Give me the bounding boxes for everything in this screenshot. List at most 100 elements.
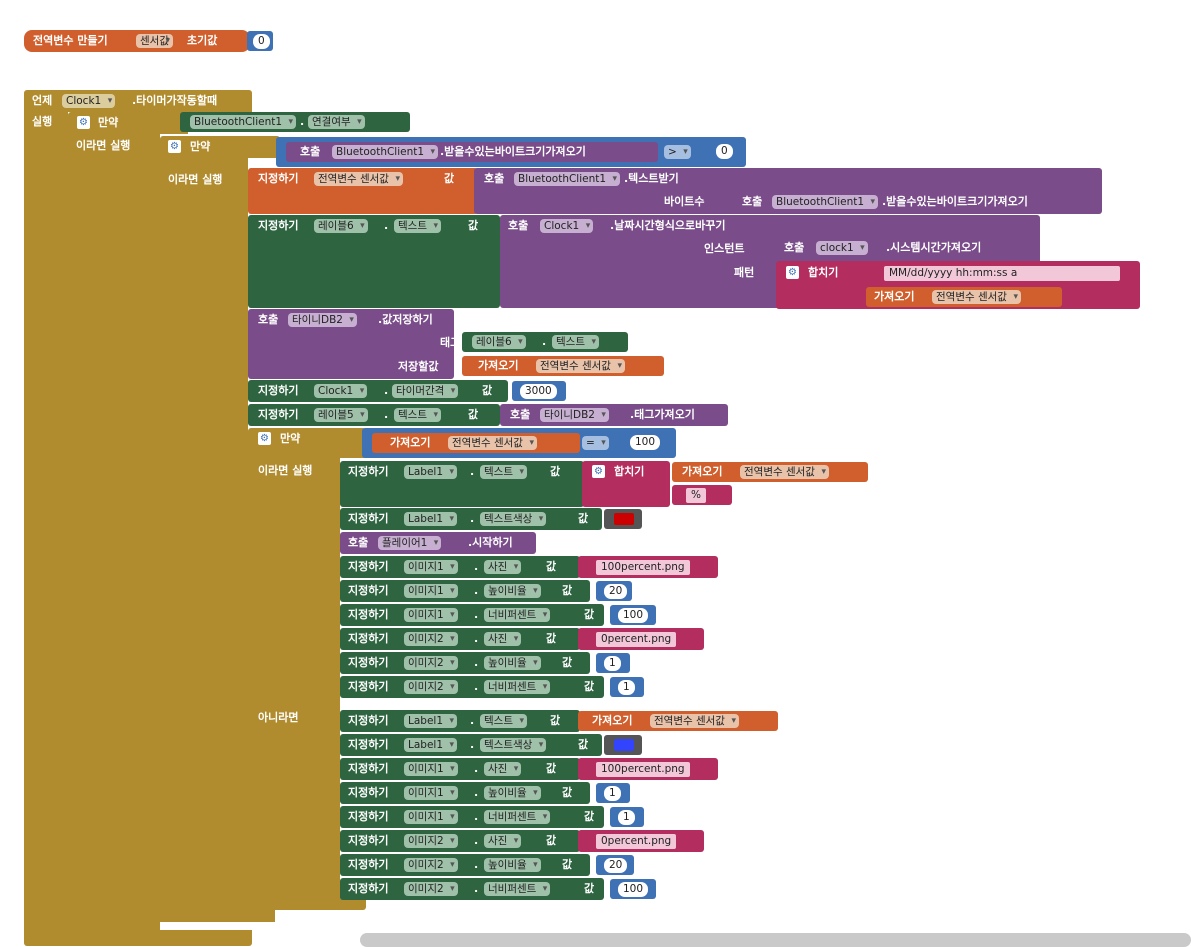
compare-number[interactable]: 100 [630,435,661,450]
compare-op-dropdown[interactable]: > [664,145,691,159]
number-block[interactable]: 1 [610,807,644,827]
image-filename-string[interactable]: 0percent.png [596,632,677,647]
join-block[interactable]: ⚙ 합치기 % [582,461,706,507]
receive-text-call[interactable]: 호출 BluetoothClient1 .텍스트받기 바이트수 호출 Bluet… [474,168,1102,214]
global-var-dropdown[interactable]: 전역변수 센서값 [448,436,537,450]
number-value[interactable]: 20 [604,858,628,873]
text-color-prop-dropdown[interactable]: 텍스트색상 [480,512,547,526]
tinydb-dropdown[interactable]: 타이니DB2 [540,408,609,422]
compare-percent-block[interactable]: 가져오기 전역변수 센서값 = 100 [362,428,676,458]
text-prop-dropdown[interactable]: 텍스트 [394,219,441,233]
bt-component-dropdown[interactable]: BluetoothClient1 [514,172,621,186]
interval-number[interactable]: 3000 [520,384,557,399]
player-start-call[interactable]: 호출 플레이어1 .시작하기 [340,532,536,554]
set-image2-width-block[interactable]: 지정하기 이미지2 . 너비퍼센트 값 [340,676,604,698]
bt-component-dropdown[interactable]: BluetoothClient1 [190,115,297,129]
color-red-block[interactable] [604,509,642,529]
number-block[interactable]: 20 [596,581,632,601]
set-label6-text-block[interactable]: 지정하기 레이블6 . 텍스트 값 [248,215,500,308]
get-global-block[interactable]: 가져오기 전역변수 센서값 [462,356,664,376]
string-block[interactable]: 100percent.png [578,758,718,780]
number-block[interactable]: 20 [596,855,634,875]
get-global-block[interactable]: 가져오기 전역변수 센서값 [578,711,778,731]
label1-dropdown[interactable]: Label1 [404,714,458,728]
global-name-field[interactable]: 센서값 [136,34,173,48]
init-number-block[interactable]: 0 [247,31,273,51]
set-image2-width-block[interactable]: 지정하기 이미지2 . 너비퍼센트 값 [340,878,604,900]
width-percent-prop-dropdown[interactable]: 너비퍼센트 [484,680,551,694]
compare-bytes-block[interactable]: 호출 BluetoothClient1 .받을수있는바이트크기가져오기 > 0 [276,137,746,167]
bt-component-dropdown[interactable]: BluetoothClient1 [772,195,879,209]
mutator-gear-icon[interactable]: ⚙ [168,140,181,153]
picture-prop-dropdown[interactable]: 사진 [484,560,522,574]
text-prop-dropdown[interactable]: 텍스트 [480,465,527,479]
percent-string-block[interactable]: % [672,485,732,505]
get-global-block[interactable]: 가져오기 전역변수 센서값 [672,462,868,482]
image2-dropdown[interactable]: 이미지2 [404,834,458,848]
global-var-dropdown[interactable]: 전역변수 센서값 [536,359,625,373]
image2-dropdown[interactable]: 이미지2 [404,858,458,872]
set-timer-interval-block[interactable]: 지정하기 Clock1 . 타이머간격 값 [248,380,508,402]
label1-dropdown[interactable]: Label1 [404,512,458,526]
global-var-dropdown[interactable]: 전역변수 센서값 [314,172,403,186]
global-var-dropdown[interactable]: 전역변수 센서값 [740,465,829,479]
if-connected-block[interactable]: ⚙ 만약 [68,112,188,134]
image2-dropdown[interactable]: 이미지2 [404,656,458,670]
label5-dropdown[interactable]: 레이블5 [314,408,368,422]
mutator-gear-icon[interactable]: ⚙ [786,266,799,279]
tinydb-dropdown[interactable]: 타이니DB2 [288,313,357,327]
set-image1-width-block[interactable]: 지정하기 이미지1 . 너비퍼센트 값 [340,604,604,626]
string-block[interactable]: 0percent.png [578,830,704,852]
set-label1-color-block[interactable]: 지정하기 Label1 . 텍스트색상 값 [340,734,602,756]
set-image2-height-block[interactable]: 지정하기 이미지2 . 높이비율 값 [340,652,590,674]
clock-component-dropdown[interactable]: clock1 [816,241,868,255]
timer-event-block[interactable]: 언제 Clock1 .타이머가작동할때 [24,90,252,112]
number-value[interactable]: 1 [618,680,635,695]
image-filename-string[interactable]: 0percent.png [596,834,677,849]
image1-dropdown[interactable]: 이미지1 [404,584,458,598]
pattern-string[interactable]: MM/dd/yyyy hh:mm:ss a [884,266,1120,281]
join-block[interactable]: ⚙ 합치기 MM/dd/yyyy hh:mm:ss a [776,261,1140,309]
number-value[interactable]: 20 [604,584,628,599]
image-filename-string[interactable]: 100percent.png [596,560,690,575]
image1-dropdown[interactable]: 이미지1 [404,608,458,622]
label6-dropdown[interactable]: 레이블6 [314,219,368,233]
image1-dropdown[interactable]: 이미지1 [404,810,458,824]
string-block[interactable]: 100percent.png [578,556,718,578]
percent-string[interactable]: % [686,488,706,503]
if-bytes-block[interactable]: ⚙ 만약 [160,136,280,158]
set-image2-height-block[interactable]: 지정하기 이미지2 . 높이비율 값 [340,854,590,876]
color-blue-block[interactable] [604,735,642,755]
set-label5-text-block[interactable]: 지정하기 레이블5 . 텍스트 값 [248,404,500,426]
timer-interval-prop-dropdown[interactable]: 타이머간격 [392,384,459,398]
get-tags-call[interactable]: 호출 타이니DB2 .태그가져오기 [500,404,728,426]
get-global-block[interactable]: 가져오기 전역변수 센서값 [866,287,1062,307]
mutator-gear-icon[interactable]: ⚙ [77,116,90,129]
number-block[interactable]: 1 [596,653,630,673]
player-dropdown[interactable]: 플레이어1 [378,536,442,550]
mutator-gear-icon[interactable]: ⚙ [258,432,271,445]
set-image2-picture-block[interactable]: 지정하기 이미지2 . 사진 값 [340,830,580,852]
set-global-block[interactable]: 지정하기 전역변수 센서값 값 [248,168,478,214]
set-image1-height-block[interactable]: 지정하기 이미지1 . 높이비율 값 [340,782,590,804]
get-global-block[interactable]: 가져오기 전역변수 센서값 [372,433,580,453]
init-number[interactable]: 0 [253,34,270,49]
store-value-call[interactable]: 호출 타이니DB2 .값저장하기 태그 저장할값 [248,309,460,379]
set-label1-text-block[interactable]: 지정하기 Label1 . 텍스트 값 [340,461,584,507]
number-value[interactable]: 100 [618,882,649,897]
global-variable-block[interactable]: 전역변수 만들기 센서값 초기값 [24,30,250,52]
clock-component-dropdown[interactable]: Clock1 [540,219,594,233]
picture-prop-dropdown[interactable]: 사진 [484,762,522,776]
set-image1-height-block[interactable]: 지정하기 이미지1 . 높이비율 값 [340,580,590,602]
system-time-call[interactable]: 호출 clock1 .시스템시간가져오기 [776,237,1020,259]
number-value[interactable]: 1 [618,810,635,825]
label1-dropdown[interactable]: Label1 [404,465,458,479]
text-prop-dropdown[interactable]: 텍스트 [394,408,441,422]
image2-dropdown[interactable]: 이미지2 [404,632,458,646]
width-percent-prop-dropdown[interactable]: 너비퍼센트 [484,608,551,622]
color-red-swatch[interactable] [614,513,634,525]
number-block[interactable]: 100 [610,605,656,625]
bt-component-dropdown[interactable]: BluetoothClient1 [332,145,439,159]
clock-component-dropdown[interactable]: Clock1 [314,384,368,398]
height-percent-prop-dropdown[interactable]: 높이비율 [484,656,541,670]
